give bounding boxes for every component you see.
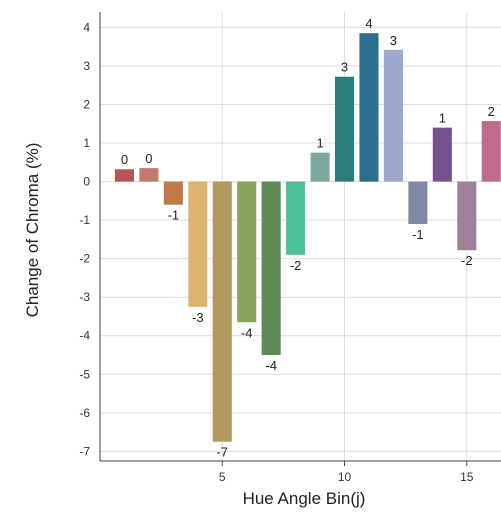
bar-bin-5 <box>212 181 232 442</box>
bars <box>114 33 501 442</box>
y-tick-label: 3 <box>83 59 90 73</box>
y-tick-label: -4 <box>79 329 90 343</box>
y-tick-label: -2 <box>79 252 90 266</box>
data-label: -2 <box>290 258 302 273</box>
bar-bin-8 <box>286 181 306 255</box>
y-tick-label: 0 <box>83 175 90 189</box>
bar-bin-12 <box>383 49 403 182</box>
data-label: 3 <box>390 33 397 48</box>
bar-bin-13 <box>408 181 428 224</box>
bar-bin-6 <box>237 181 257 323</box>
bar-bin-3 <box>163 181 183 205</box>
bar-bin-16 <box>481 121 501 182</box>
data-label: 2 <box>488 104 495 119</box>
data-label: -2 <box>461 253 473 268</box>
data-label: 1 <box>439 111 446 126</box>
y-tick-label: -7 <box>79 444 90 458</box>
data-label: 0 <box>145 151 152 166</box>
y-tick-label: -5 <box>79 367 90 381</box>
data-label: 3 <box>341 60 348 75</box>
data-label: -7 <box>216 445 228 460</box>
bar-bin-10 <box>334 76 355 182</box>
data-label: 4 <box>365 16 372 31</box>
x-tick-label: 5 <box>219 470 226 484</box>
bar-bin-14 <box>432 127 452 182</box>
data-label: 1 <box>316 136 323 151</box>
y-tick-label: 4 <box>83 20 90 34</box>
data-label: -4 <box>241 325 253 340</box>
bar-bin-2 <box>139 168 159 182</box>
data-label: -1 <box>168 208 180 223</box>
bar-bin-11 <box>359 33 379 182</box>
x-axis-title: Hue Angle Bin(j) <box>243 489 366 508</box>
y-tick-label: -6 <box>79 406 90 420</box>
bar-bin-9 <box>310 152 330 182</box>
data-label: 0 <box>121 152 128 167</box>
x-tick-label: 15 <box>460 470 474 484</box>
data-label: -3 <box>192 310 204 325</box>
bar-bin-4 <box>188 181 208 307</box>
data-label: -1 <box>412 227 424 242</box>
y-tick-label: 2 <box>83 97 90 111</box>
x-tick-label: 10 <box>338 470 352 484</box>
bar-bin-1 <box>114 169 134 182</box>
y-axis-title: Change of Chroma (%) <box>23 143 42 318</box>
data-labels: 0 0 -1 -3 -7 -4 -4 -2 1 3 4 3 -1 1 -2 2 <box>121 16 495 460</box>
bar-bin-7 <box>261 181 281 356</box>
data-label: -4 <box>265 358 277 373</box>
bar-bin-15 <box>457 181 477 251</box>
y-tick-label: 1 <box>83 136 90 150</box>
y-tick-label: -3 <box>79 290 90 304</box>
y-tick-label: -1 <box>79 213 90 227</box>
